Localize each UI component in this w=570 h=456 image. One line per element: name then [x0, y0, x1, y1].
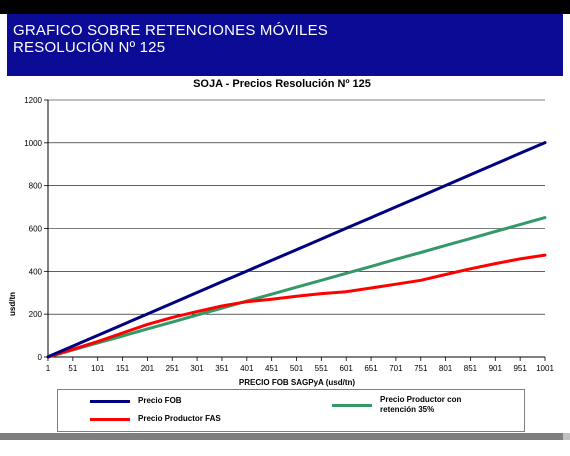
x-tick-label: 851	[464, 364, 478, 373]
legend-item-fas: Precio Productor FAS	[90, 414, 221, 424]
x-tick-label: 551	[315, 364, 329, 373]
slide-header: GRAFICO SOBRE RETENCIONES MÓVILES RESOLU…	[7, 14, 563, 76]
x-tick-label: 801	[439, 364, 453, 373]
x-tick-label: 1001	[536, 364, 554, 373]
legend-label-retencion: Precio Productor con retención 35%	[380, 395, 462, 414]
chart: SOJA - Precios Resolución Nº 125 0 200 400…	[8, 78, 554, 387]
x-tick-label: 751	[414, 364, 428, 373]
slide-title-line-2: RESOLUCIÓN Nº 125	[13, 39, 166, 56]
x-tick-label: 301	[190, 364, 204, 373]
x-tick-label: 901	[489, 364, 503, 373]
chart-legend: Precio FOB Precio Productor FAS Precio P…	[57, 389, 525, 432]
y-tick-label: 400	[29, 267, 43, 276]
legend-item-fob: Precio FOB	[90, 396, 182, 406]
x-tick-label: 601	[340, 364, 354, 373]
x-tick-label: 1	[46, 364, 51, 373]
legend-swatch-fob	[90, 399, 130, 403]
y-tick-label: 600	[29, 225, 43, 234]
bottom-right-block	[563, 433, 570, 440]
x-tick-label: 251	[166, 364, 180, 373]
y-tick-label: 1000	[24, 139, 42, 148]
x-tick-label: 201	[141, 364, 155, 373]
legend-label-fas: Precio Productor FAS	[138, 414, 221, 423]
legend-label-fob: Precio FOB	[138, 396, 182, 405]
x-tick-label: 401	[240, 364, 254, 373]
y-axis-label: usd/tn	[8, 292, 17, 316]
x-tick-label: 701	[389, 364, 403, 373]
y-tick-label: 0	[38, 353, 43, 362]
x-tick-label: 951	[513, 364, 527, 373]
series-line-fas	[46, 253, 547, 359]
y-tick-label: 200	[29, 310, 43, 319]
bottom-gray-strip	[0, 433, 570, 440]
slide-title-line-1: GRAFICO SOBRE RETENCIONES MÓVILES	[13, 22, 328, 39]
x-tick-label: 651	[364, 364, 378, 373]
series-line-retencion	[46, 216, 547, 359]
x-tick-label: 151	[116, 364, 130, 373]
x-axis-label: PRECIO FOB SAGPyA (usd/tn)	[239, 378, 355, 387]
x-tick-label: 451	[265, 364, 279, 373]
x-tick-label: 351	[215, 364, 229, 373]
x-tick-label: 101	[91, 364, 105, 373]
legend-swatch-retencion	[332, 403, 372, 407]
y-tick-label: 800	[29, 182, 43, 191]
gridlines	[48, 99, 545, 315]
chart-title: SOJA - Precios Resolución Nº 125	[193, 78, 371, 90]
series-lines	[46, 141, 547, 359]
y-tick-label: 1200	[24, 96, 42, 105]
series-line-fob	[46, 141, 547, 359]
x-tick-label: 51	[68, 364, 77, 373]
legend-swatch-fas	[90, 417, 130, 421]
top-black-strip	[0, 0, 570, 14]
x-tick-label: 501	[290, 364, 304, 373]
legend-item-retencion: Precio Productor con retención 35%	[332, 395, 490, 415]
